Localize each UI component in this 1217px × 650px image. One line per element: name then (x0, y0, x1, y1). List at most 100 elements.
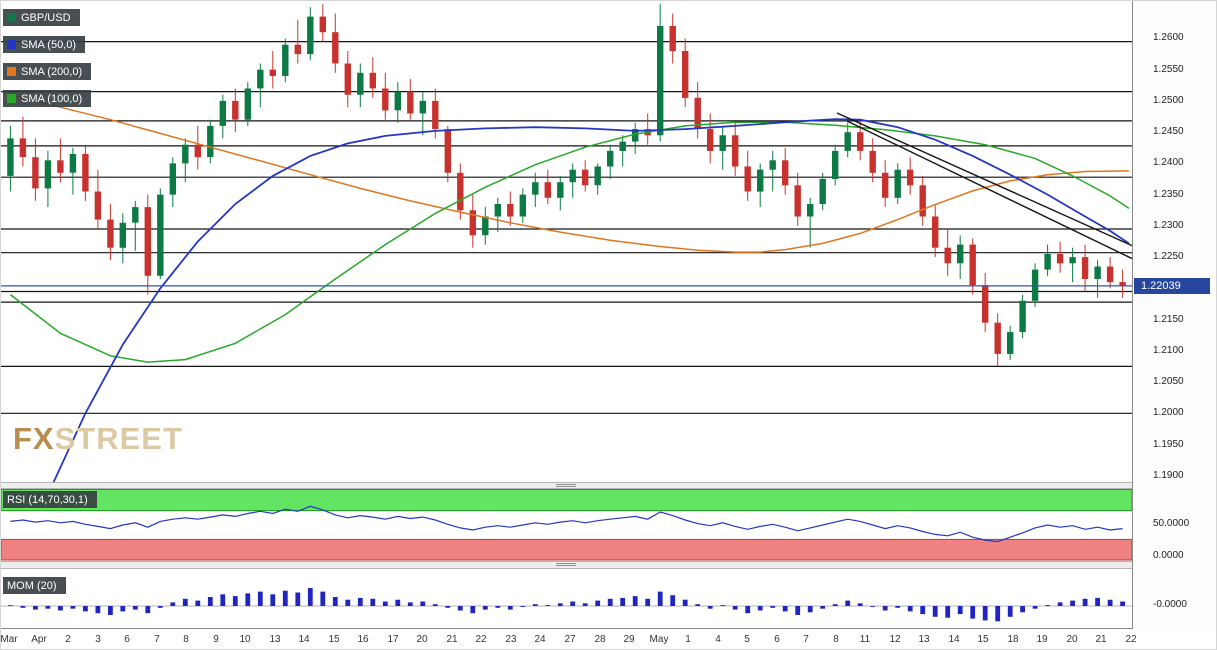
mom-bar (58, 606, 63, 611)
candle-body (294, 44, 301, 55)
date-axis-label: 18 (1007, 634, 1019, 645)
mom-indicator-badge[interactable]: MOM (20) (3, 577, 66, 594)
candle-body (607, 150, 614, 167)
momentum-panel[interactable]: MOM (20) (1, 569, 1132, 629)
candle-body (757, 169, 764, 192)
candle-body (19, 138, 27, 158)
candle-body (457, 172, 464, 211)
date-axis-label: 15 (977, 634, 989, 645)
candle-up (819, 172, 826, 211)
date-axis-label: 7 (803, 634, 809, 645)
candle-up (1094, 260, 1101, 298)
candle-up (1007, 325, 1014, 361)
price-axis-label: 1.2300 (1153, 220, 1184, 231)
current-price-badge: 1.22039 (1134, 278, 1210, 294)
candle-up (119, 213, 126, 264)
mom-bar (1107, 599, 1113, 606)
candle-down (882, 160, 889, 208)
mom-bar (8, 605, 13, 606)
main-chart-panel[interactable]: GBP/USD SMA (50,0) SMA (200,0) SMA (100,… (1, 1, 1132, 482)
candle-body (169, 163, 176, 195)
momentum-canvas[interactable] (1, 569, 1132, 629)
panel-splitter[interactable] (1, 561, 1132, 569)
mom-bar (745, 606, 751, 614)
candle-down (994, 313, 1001, 367)
sma-100-0-line (9, 121, 1130, 363)
candle-down (932, 204, 939, 258)
candle-body (732, 135, 739, 167)
candle-body (1069, 257, 1076, 264)
candle-down (1119, 269, 1126, 298)
legend-sma50-label: SMA (50,0) (21, 38, 77, 51)
mom-bar (345, 599, 351, 606)
candle-body (219, 100, 226, 126)
legend-sma100-badge[interactable]: SMA (100,0) (3, 90, 92, 107)
candle-down (707, 113, 714, 164)
mom-bar (320, 591, 326, 606)
candle-up (357, 63, 364, 108)
candle-up (282, 38, 289, 83)
rsi-canvas[interactable] (1, 489, 1132, 561)
candle-down (982, 272, 989, 333)
rsi-indicator-badge[interactable]: RSI (14,70,30,1) (3, 491, 97, 508)
candle-body (794, 185, 801, 217)
candle-up (894, 163, 901, 204)
candle-body (1044, 254, 1051, 270)
price-axis[interactable]: 1.2600 1.2550 1.2500 1.2450 1.2400 1.2350 1.23… (1132, 1, 1216, 629)
mom-bar (882, 606, 888, 611)
candle-down (57, 138, 64, 183)
watermark-street: STREET (54, 421, 183, 456)
mom-bar (195, 600, 201, 606)
legend-sma200-badge[interactable]: SMA (200,0) (3, 63, 92, 80)
candle-body (244, 88, 251, 120)
mom-bar (820, 606, 826, 609)
candle-body (119, 222, 126, 248)
date-axis-label: 11 (859, 634, 871, 645)
candle-up (7, 125, 14, 192)
date-axis-label: 28 (594, 634, 606, 645)
date-axis-label: 10 (239, 634, 251, 645)
trend-line (836, 112, 1132, 247)
candle-body (407, 91, 414, 114)
candle-body (1094, 266, 1101, 279)
candle-body (969, 244, 976, 286)
candle-body (394, 91, 401, 111)
candle-body (307, 16, 314, 55)
trend-line (846, 120, 1132, 260)
candle-body (444, 129, 451, 173)
candle-body (569, 169, 576, 183)
mom-bar (570, 601, 576, 606)
mom-bar (132, 606, 138, 610)
mom-bar (83, 606, 88, 612)
candle-up (957, 235, 964, 279)
price-axis-label: 1.2500 (1153, 95, 1184, 106)
date-axis-label: 8 (833, 634, 839, 645)
candle-body (857, 132, 864, 151)
candle-body (544, 182, 551, 198)
mom-bar (157, 606, 163, 608)
candle-down (319, 4, 326, 42)
mom-bar (907, 606, 913, 612)
candle-body (32, 157, 39, 189)
date-axis[interactable]: Mar Apr 2 3 6 7 8 9 10 13 14 15 16 17 20 21 22 23 24 27 28 29… (1, 629, 1216, 649)
candle-down (144, 194, 151, 295)
date-axis-label: 27 (564, 634, 576, 645)
splitter-grip-icon[interactable] (556, 563, 576, 566)
candle-down (332, 13, 339, 73)
mom-bar (920, 606, 926, 615)
panel-splitter[interactable] (1, 482, 1132, 489)
main-chart-canvas[interactable] (1, 1, 1132, 482)
legend-symbol-badge[interactable]: GBP/USD (3, 9, 80, 26)
legend-sma50-badge[interactable]: SMA (50,0) (3, 36, 86, 53)
splitter-grip-icon[interactable] (556, 484, 576, 487)
rsi-panel[interactable]: RSI (14,70,30,1) (1, 489, 1132, 561)
date-axis-label: Apr (31, 634, 47, 645)
date-axis-label: 17 (387, 634, 399, 645)
candle-up (1069, 247, 1076, 283)
mom-bar (995, 606, 1001, 622)
date-axis-label: 4 (715, 634, 721, 645)
candle-down (544, 169, 551, 204)
price-axis-label: 1.2350 (1153, 189, 1184, 200)
candle-body (7, 138, 14, 176)
